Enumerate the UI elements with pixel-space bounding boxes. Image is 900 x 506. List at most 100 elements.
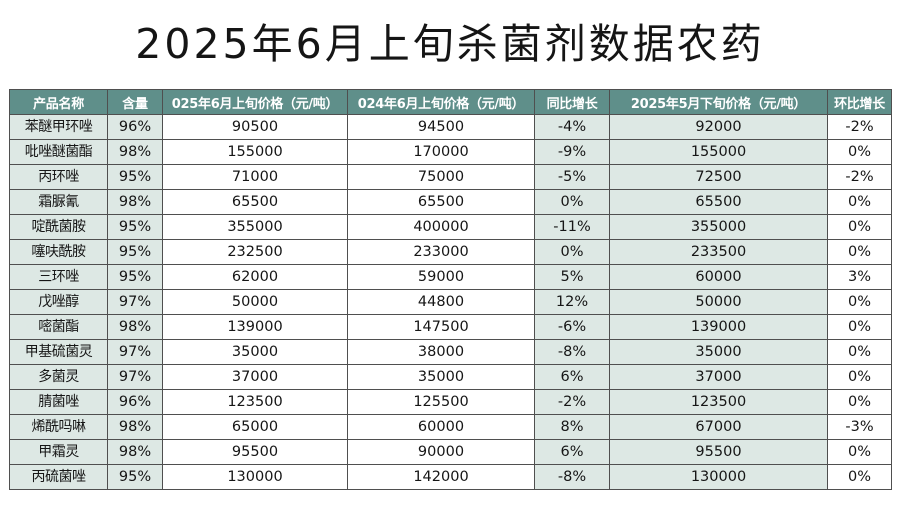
cell-mom: 0%	[827, 139, 892, 165]
cell-price-may: 130000	[609, 464, 828, 490]
cell-product-name: 霜脲氰	[9, 189, 108, 215]
cell-product-name: 噻呋酰胺	[9, 239, 108, 265]
table-row: 戊唑醇 97% 50000 44800 12% 50000 0%	[9, 289, 892, 315]
cell-price-2025: 95500	[162, 439, 348, 465]
cell-mom: 0%	[827, 389, 892, 415]
cell-content: 98%	[107, 314, 163, 340]
table-row: 甲霜灵 98% 95500 90000 6% 95500 0%	[9, 439, 892, 465]
cell-product-name: 丙环唑	[9, 164, 108, 190]
cell-content: 96%	[107, 389, 163, 415]
cell-content: 98%	[107, 139, 163, 165]
cell-product-name: 甲霜灵	[9, 439, 108, 465]
cell-yoy: -2%	[534, 389, 610, 415]
cell-yoy: 8%	[534, 414, 610, 440]
cell-mom: 0%	[827, 439, 892, 465]
cell-yoy: 6%	[534, 364, 610, 390]
cell-product-name: 吡唑醚菌酯	[9, 139, 108, 165]
cell-mom: 0%	[827, 189, 892, 215]
cell-price-2024: 142000	[347, 464, 535, 490]
cell-price-2025: 155000	[162, 139, 348, 165]
cell-price-may: 35000	[609, 339, 828, 365]
cell-product-name: 苯醚甲环唑	[9, 114, 108, 140]
cell-content: 95%	[107, 464, 163, 490]
cell-price-may: 60000	[609, 264, 828, 290]
cell-content: 97%	[107, 339, 163, 365]
cell-price-2024: 233000	[347, 239, 535, 265]
cell-price-2024: 400000	[347, 214, 535, 240]
table-row: 三环唑 95% 62000 59000 5% 60000 3%	[9, 264, 892, 290]
cell-price-2025: 65000	[162, 414, 348, 440]
cell-price-may: 50000	[609, 289, 828, 315]
price-table: 产品名称 含量 025年6月上旬价格（元/吨） 024年6月上旬价格（元/吨） …	[9, 89, 892, 490]
cell-price-2025: 123500	[162, 389, 348, 415]
cell-price-2024: 90000	[347, 439, 535, 465]
cell-mom: -2%	[827, 164, 892, 190]
cell-price-may: 65500	[609, 189, 828, 215]
header-product-name: 产品名称	[9, 89, 108, 115]
cell-yoy: 5%	[534, 264, 610, 290]
cell-yoy: 0%	[534, 239, 610, 265]
cell-mom: 3%	[827, 264, 892, 290]
cell-content: 95%	[107, 214, 163, 240]
cell-price-2025: 90500	[162, 114, 348, 140]
table-row: 丙环唑 95% 71000 75000 -5% 72500 -2%	[9, 164, 892, 190]
cell-yoy: -8%	[534, 464, 610, 490]
cell-price-2025: 50000	[162, 289, 348, 315]
header-price-2025-may-late: 2025年5月下旬价格（元/吨）	[609, 89, 828, 115]
cell-price-2024: 65500	[347, 189, 535, 215]
cell-product-name: 戊唑醇	[9, 289, 108, 315]
cell-mom: 0%	[827, 214, 892, 240]
cell-yoy: -11%	[534, 214, 610, 240]
cell-price-2024: 59000	[347, 264, 535, 290]
cell-product-name: 啶酰菌胺	[9, 214, 108, 240]
cell-mom: 0%	[827, 289, 892, 315]
cell-content: 98%	[107, 414, 163, 440]
cell-content: 98%	[107, 439, 163, 465]
cell-product-name: 丙硫菌唑	[9, 464, 108, 490]
cell-content: 97%	[107, 364, 163, 390]
table-row: 多菌灵 97% 37000 35000 6% 37000 0%	[9, 364, 892, 390]
table-row: 嘧菌酯 98% 139000 147500 -6% 139000 0%	[9, 314, 892, 340]
cell-price-may: 72500	[609, 164, 828, 190]
header-yoy-growth: 同比增长	[534, 89, 610, 115]
cell-yoy: 6%	[534, 439, 610, 465]
cell-yoy: -8%	[534, 339, 610, 365]
cell-price-may: 95500	[609, 439, 828, 465]
cell-price-2024: 94500	[347, 114, 535, 140]
cell-price-may: 233500	[609, 239, 828, 265]
header-content: 含量	[107, 89, 163, 115]
table-row: 霜脲氰 98% 65500 65500 0% 65500 0%	[9, 189, 892, 215]
cell-price-may: 355000	[609, 214, 828, 240]
table-row: 噻呋酰胺 95% 232500 233000 0% 233500 0%	[9, 239, 892, 265]
cell-price-2024: 75000	[347, 164, 535, 190]
cell-price-2025: 71000	[162, 164, 348, 190]
cell-mom: 0%	[827, 239, 892, 265]
cell-price-2025: 232500	[162, 239, 348, 265]
table-row: 吡唑醚菌酯 98% 155000 170000 -9% 155000 0%	[9, 139, 892, 165]
cell-price-2025: 37000	[162, 364, 348, 390]
cell-price-2025: 65500	[162, 189, 348, 215]
cell-price-may: 92000	[609, 114, 828, 140]
cell-content: 96%	[107, 114, 163, 140]
cell-price-2025: 35000	[162, 339, 348, 365]
cell-price-may: 37000	[609, 364, 828, 390]
cell-content: 95%	[107, 164, 163, 190]
cell-product-name: 嘧菌酯	[9, 314, 108, 340]
cell-price-2024: 38000	[347, 339, 535, 365]
table-header-row: 产品名称 含量 025年6月上旬价格（元/吨） 024年6月上旬价格（元/吨） …	[9, 89, 892, 115]
table-body: 苯醚甲环唑 96% 90500 94500 -4% 92000 -2% 吡唑醚菌…	[9, 114, 892, 490]
cell-yoy: 0%	[534, 189, 610, 215]
table-row: 甲基硫菌灵 97% 35000 38000 -8% 35000 0%	[9, 339, 892, 365]
header-mom-growth: 环比增长	[827, 89, 892, 115]
table-row: 烯酰吗啉 98% 65000 60000 8% 67000 -3%	[9, 414, 892, 440]
cell-product-name: 烯酰吗啉	[9, 414, 108, 440]
header-price-2025-june-early: 025年6月上旬价格（元/吨）	[162, 89, 348, 115]
cell-price-2024: 60000	[347, 414, 535, 440]
cell-product-name: 三环唑	[9, 264, 108, 290]
cell-price-2024: 125500	[347, 389, 535, 415]
cell-yoy: -9%	[534, 139, 610, 165]
table-row: 丙硫菌唑 95% 130000 142000 -8% 130000 0%	[9, 464, 892, 490]
cell-price-may: 67000	[609, 414, 828, 440]
cell-price-2024: 35000	[347, 364, 535, 390]
table-row: 苯醚甲环唑 96% 90500 94500 -4% 92000 -2%	[9, 114, 892, 140]
